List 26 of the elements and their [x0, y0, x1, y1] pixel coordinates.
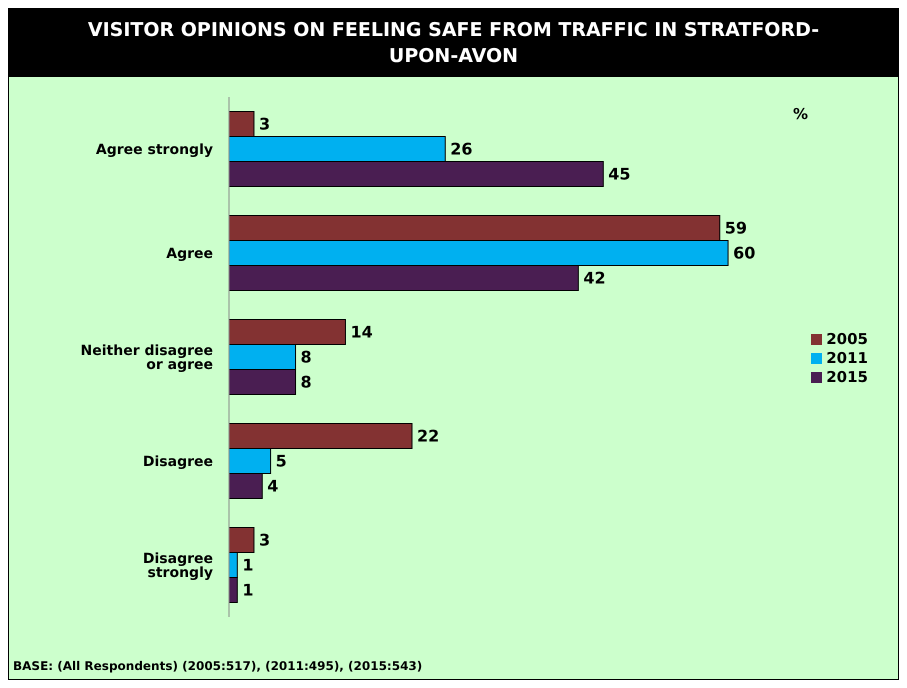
legend-label: 2011 — [826, 348, 868, 366]
legend-label: 2005 — [826, 330, 868, 348]
y-tick-label: Agree strongly — [96, 142, 213, 158]
data-label: 3 — [258, 530, 270, 550]
data-label: 1 — [242, 580, 254, 600]
y-tick-label: Neither disagree or agree — [80, 342, 213, 373]
data-label: 14 — [350, 322, 373, 342]
text: BASE: (All Respondents) (2005:517), (2011:495), (2015:543) — [13, 659, 422, 673]
data-label: 1 — [242, 556, 254, 575]
data-label: 60 — [733, 244, 756, 263]
y-tick-label: Disagree — [142, 454, 213, 470]
data-label: 42 — [583, 268, 606, 288]
data-label: 3 — [258, 114, 270, 134]
data-label: 4 — [267, 476, 278, 496]
data-label: 26 — [450, 140, 473, 159]
data-label: 5 — [276, 452, 287, 471]
data-label: 22 — [416, 426, 440, 446]
data-label: 8 — [300, 372, 312, 392]
legend-label: 2015 — [826, 368, 868, 386]
data-label: 59 — [724, 218, 748, 238]
data-label: 45 — [608, 164, 631, 184]
data-label: 8 — [300, 348, 312, 367]
y-tick-label: Agree — [166, 246, 213, 262]
text: % — [792, 105, 808, 123]
chart-title: VISITOR OPINIONS ON FEELING SAFE FROM TRAFFIC IN STRATFORD-UPON-AVON — [9, 9, 898, 77]
y-tick-label: Disagree strongly — [142, 550, 213, 581]
